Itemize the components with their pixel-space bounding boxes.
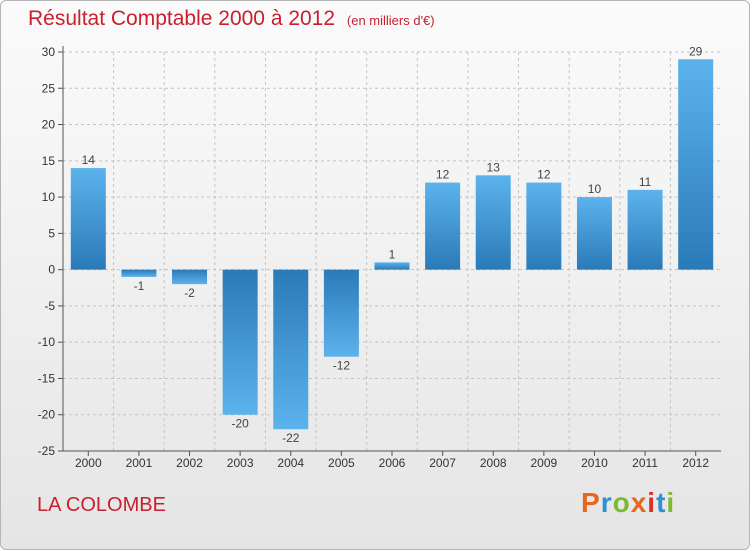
chart-subtitle: (en milliers d'€): [346, 13, 435, 28]
x-tick-label: 2010: [581, 456, 608, 470]
data-label-2003: -20: [231, 417, 249, 431]
data-label-2007: 12: [436, 168, 450, 182]
data-label-2010: 10: [588, 182, 602, 196]
bar-2005: [323, 269, 359, 357]
y-tick-label: -15: [38, 371, 56, 385]
data-label-2004: -22: [282, 431, 300, 445]
data-label-2011: 11: [639, 175, 652, 189]
y-tick-label: -20: [38, 408, 56, 422]
y-tick-label: 30: [42, 45, 56, 59]
bar-2009: [526, 182, 562, 270]
logo-letter: t: [656, 487, 667, 518]
logo-letter: r: [600, 487, 613, 518]
y-tick-label: -25: [38, 444, 56, 458]
x-tick-label: 2004: [277, 456, 304, 470]
y-tick-label: 25: [42, 81, 56, 95]
y-tick-label: 0: [48, 263, 55, 277]
x-tick-label: 2003: [227, 456, 254, 470]
y-tick-label: 5: [48, 226, 55, 240]
x-tick-label: 2009: [530, 456, 557, 470]
data-label-2000: 14: [82, 153, 96, 167]
bar-2011: [627, 189, 663, 270]
data-label-2002: -2: [184, 286, 195, 300]
data-labels: 14 -1 -2 -20 -22 -12 1 12 13 12 10 11 29: [82, 44, 703, 445]
data-label-2006: 1: [389, 247, 396, 261]
axes: 30 25 20 15 10 5 0 -5 -10 -15 -20 -25 2000 2001 2002 20…: [38, 45, 721, 470]
data-label-2005: -12: [333, 359, 351, 373]
logo-letter: i: [647, 487, 657, 518]
bar-2003: [222, 269, 258, 415]
bar-2001: [121, 269, 157, 277]
bar-2012: [678, 59, 714, 270]
x-tick-label: 2012: [682, 456, 709, 470]
y-tick-label: -5: [44, 299, 55, 313]
x-tick-label: 2006: [379, 456, 406, 470]
bar-2002: [172, 269, 208, 285]
chart-title-text: Résultat Comptable 2000 à 2012: [28, 7, 336, 30]
bar-2008: [475, 175, 511, 270]
x-tick-label: 2008: [480, 456, 507, 470]
x-tick-label: 2007: [429, 456, 456, 470]
x-tick-label: 2005: [328, 456, 355, 470]
data-label-2001: -1: [134, 279, 145, 293]
x-tick-label: 2001: [126, 456, 153, 470]
bar-2007: [425, 182, 461, 270]
y-tick-label: -10: [38, 335, 56, 349]
logo-letter: i: [666, 487, 676, 518]
x-tick-label: 2011: [632, 456, 658, 470]
y-tick-label: 10: [42, 190, 56, 204]
logo-letter: o: [612, 487, 631, 518]
bars: [70, 59, 714, 430]
x-tick-label: 2000: [75, 456, 102, 470]
chart-title: Résultat Comptable 2000 à 2012 (en milli…: [28, 7, 435, 31]
bar-2006: [374, 262, 410, 270]
y-tick-label: 15: [42, 154, 56, 168]
x-tick-label: 2002: [176, 456, 203, 470]
bar-2004: [273, 269, 309, 430]
bar-2010: [576, 197, 612, 270]
bar-2000: [70, 168, 106, 270]
data-label-2012: 29: [689, 44, 703, 58]
y-tick-label: 20: [42, 118, 56, 132]
location-name: LA COLOMBE: [37, 494, 166, 516]
proxiti-logo[interactable]: Proxiti: [581, 487, 675, 519]
data-label-2008: 13: [487, 160, 501, 174]
logo-letter: P: [581, 487, 601, 518]
data-label-2009: 12: [537, 168, 551, 182]
logo-letter: x: [630, 487, 648, 518]
